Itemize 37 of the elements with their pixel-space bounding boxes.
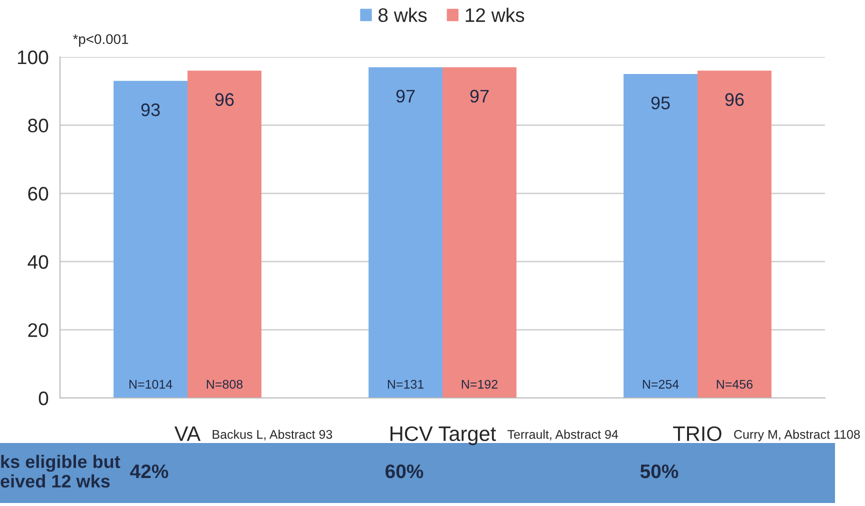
y-tick-label: 20 bbox=[28, 323, 48, 338]
annotation: N=192 bbox=[462, 380, 498, 389]
y-tick-label: 100 bbox=[18, 50, 48, 64]
text: 60% bbox=[386, 464, 424, 478]
data-label: 93 bbox=[141, 103, 160, 116]
y-tick-label: 80 bbox=[28, 118, 48, 132]
text: Terrault, Abstract 94 bbox=[508, 430, 618, 440]
annotation: N=808 bbox=[206, 380, 243, 389]
data-label: 96 bbox=[215, 93, 234, 106]
data-label: 96 bbox=[725, 93, 744, 106]
bar bbox=[368, 67, 442, 398]
y-tick-label: 0 bbox=[38, 391, 48, 406]
y-tick-label: 40 bbox=[28, 255, 48, 269]
text: Curry M, Abstract 1108 bbox=[734, 430, 860, 442]
data-label: 97 bbox=[396, 90, 415, 103]
text: *p<0.001 bbox=[72, 34, 128, 47]
data-label: 97 bbox=[470, 90, 489, 103]
annotation: N=131 bbox=[388, 380, 424, 389]
text: Backus L, Abstract 93 bbox=[212, 430, 332, 440]
legend-label: 8 wks bbox=[378, 8, 427, 22]
data-label: 95 bbox=[651, 96, 670, 110]
text: 50% bbox=[640, 464, 678, 478]
annotation: N=254 bbox=[642, 380, 679, 389]
bar bbox=[114, 80, 188, 398]
text: ks eligible but eived 12 wks bbox=[0, 454, 120, 488]
legend-label: 12 wks bbox=[466, 8, 524, 22]
annotation: N=1014 bbox=[129, 380, 172, 389]
annotation: N=456 bbox=[716, 380, 753, 389]
x-tick-label: VA bbox=[174, 426, 201, 441]
bar bbox=[624, 74, 698, 398]
bar bbox=[698, 70, 772, 398]
bar bbox=[442, 67, 516, 398]
text: 42% bbox=[130, 464, 168, 478]
x-tick-label: HCV Target bbox=[390, 426, 496, 446]
bar bbox=[188, 70, 262, 398]
x-tick-label: TRIO bbox=[673, 426, 722, 442]
y-tick-label: 60 bbox=[28, 186, 48, 201]
